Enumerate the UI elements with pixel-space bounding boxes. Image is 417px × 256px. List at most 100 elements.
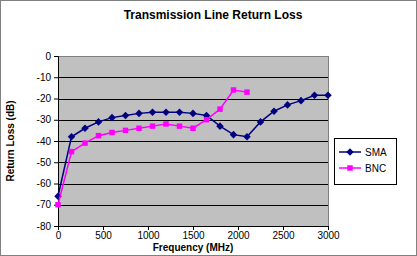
- marker: [136, 126, 141, 131]
- y-tick-label: -10: [37, 72, 52, 83]
- grid-line: [58, 141, 328, 142]
- plot: [54, 87, 332, 207]
- plot-area: [58, 56, 328, 226]
- y-tick-mark: [54, 162, 58, 163]
- x-tick-label: 500: [95, 230, 112, 241]
- x-tick-label: 2000: [227, 230, 250, 241]
- series-line: [58, 90, 247, 205]
- chart: 050010001500200025003000-80-70-60-50-40-…: [0, 0, 417, 256]
- grid-line: [58, 77, 328, 78]
- y-tick-mark: [54, 120, 58, 121]
- marker: [68, 133, 76, 141]
- y-tick: -10: [37, 72, 58, 83]
- y-tick: -40: [37, 136, 58, 147]
- series-line: [58, 95, 328, 196]
- marker: [177, 123, 182, 128]
- y-axis-title: Return Loss (dB): [5, 100, 16, 181]
- y-axis-line: [54, 57, 59, 227]
- y-tick-mark: [54, 226, 58, 227]
- y-tick-mark: [54, 184, 58, 185]
- marker: [95, 118, 103, 126]
- x-tick: 500: [95, 226, 112, 241]
- y-tick-mark: [54, 77, 58, 78]
- y-tick-label: -70: [37, 199, 52, 210]
- marker: [163, 121, 168, 126]
- x-tick: 3000: [317, 226, 340, 241]
- legend-box: [335, 139, 397, 185]
- marker: [257, 118, 265, 126]
- grid-line: [58, 99, 328, 100]
- x-axis-title: Frequency (MHz): [153, 242, 234, 253]
- x-tick-label: 1500: [182, 230, 205, 241]
- y-tick-label: -30: [37, 114, 52, 125]
- marker: [297, 97, 305, 105]
- y-tick: -20: [37, 93, 58, 104]
- marker: [123, 128, 128, 133]
- y-tick-mark: [54, 99, 58, 100]
- y-tick-label: -20: [37, 93, 52, 104]
- marker: [176, 109, 184, 117]
- y-tick: -30: [37, 114, 58, 125]
- marker: [270, 107, 278, 115]
- marker: [243, 133, 251, 141]
- legend-marker: [346, 148, 354, 156]
- marker: [189, 110, 197, 118]
- x-tick-label: 1000: [137, 230, 160, 241]
- grid-line: [58, 184, 328, 185]
- y-tick-mark: [54, 141, 58, 142]
- marker: [216, 122, 224, 130]
- marker: [244, 89, 249, 94]
- marker: [108, 114, 116, 122]
- marker: [55, 202, 60, 207]
- marker: [324, 92, 332, 100]
- x-tick-label: 0: [56, 230, 62, 241]
- marker: [204, 117, 209, 122]
- marker: [150, 123, 155, 128]
- marker: [230, 131, 238, 139]
- marker: [122, 112, 130, 120]
- x-tick: 1000: [137, 226, 160, 241]
- y-tick-label: -40: [37, 136, 52, 147]
- x-axis: 0 500 1000 1500 2000 2500 3000: [56, 226, 340, 241]
- y-tick-mark: [54, 56, 58, 57]
- marker: [82, 140, 87, 145]
- plot-frame: [59, 57, 329, 227]
- marker: [69, 149, 74, 154]
- x-tick-label: 3000: [317, 230, 340, 241]
- marker: [231, 87, 236, 92]
- marker: [162, 109, 170, 117]
- x-tick: 2000: [227, 226, 250, 241]
- grid: [58, 57, 328, 227]
- marker: [149, 109, 157, 117]
- marker: [190, 126, 195, 131]
- chart-title: Transmission Line Return Loss: [124, 8, 303, 22]
- marker: [135, 110, 143, 118]
- y-tick-label: -60: [37, 178, 52, 189]
- y-tick: -60: [37, 178, 58, 189]
- marker: [311, 92, 319, 100]
- y-tick: -50: [37, 157, 58, 168]
- y-tick: -70: [37, 199, 58, 210]
- marker: [109, 130, 114, 135]
- legend: SMA BNC: [335, 139, 397, 185]
- y-tick: 0: [45, 51, 58, 62]
- y-tick-label: -80: [37, 221, 52, 232]
- x-tick: 1500: [182, 226, 205, 241]
- marker: [96, 133, 101, 138]
- x-tick-label: 2500: [272, 230, 295, 241]
- y-tick-label: 0: [45, 51, 51, 62]
- marker: [81, 124, 89, 132]
- marker: [284, 101, 292, 109]
- legend-label: SMA: [365, 147, 387, 158]
- y-tick: -80: [37, 221, 58, 232]
- legend-label: BNC: [365, 163, 386, 174]
- y-axis: -80 -70 -60 -50 -40 -30 -20 -10 0: [37, 51, 59, 232]
- y-tick-label: -50: [37, 157, 52, 168]
- x-tick: 2500: [272, 226, 295, 241]
- grid-line: [58, 162, 328, 163]
- grid-line: [58, 205, 328, 206]
- x-tick: 0: [56, 226, 62, 241]
- legend-marker: [347, 165, 352, 170]
- marker: [217, 106, 222, 111]
- chart-border: [1, 1, 417, 256]
